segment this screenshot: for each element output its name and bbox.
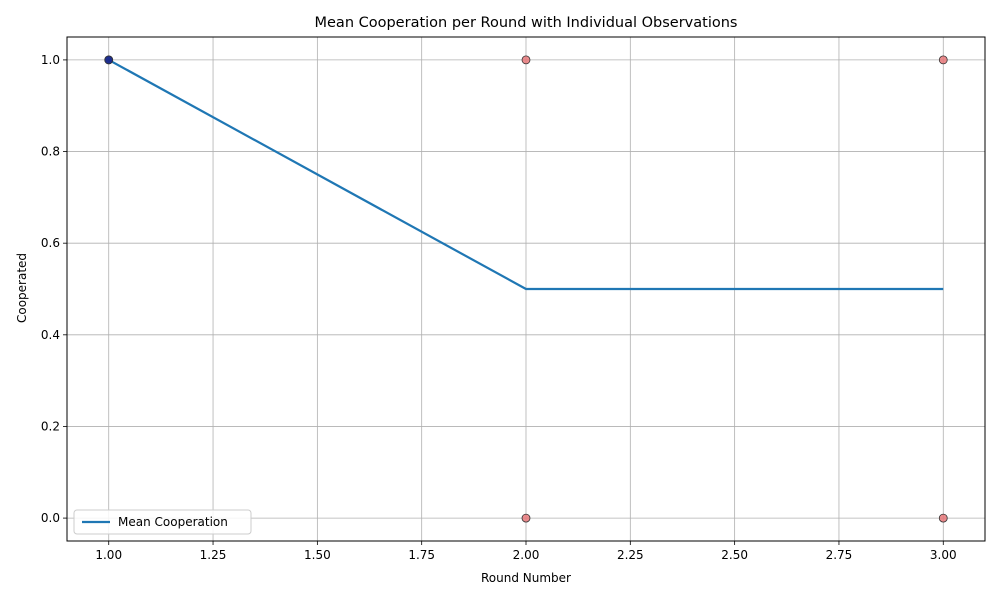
observation-point <box>938 55 948 65</box>
x-tick-label: 2.25 <box>617 548 644 562</box>
y-axis-ticks: 0.0 0.2 0.4 0.6 0.8 1.0 <box>41 53 67 525</box>
y-tick-label: 0.8 <box>41 145 60 159</box>
x-tick-label: 3.00 <box>930 548 957 562</box>
y-tick-label: 0.0 <box>41 511 60 525</box>
x-tick-label: 2.50 <box>721 548 748 562</box>
observation-point <box>104 55 114 65</box>
x-tick-label: 2.75 <box>826 548 853 562</box>
series-lines <box>108 58 944 291</box>
series-line-mean-cooperation <box>108 58 944 291</box>
chart-title: Mean Cooperation per Round with Individu… <box>315 15 738 31</box>
legend: Mean Cooperation <box>73 509 252 535</box>
y-tick-label: 0.6 <box>41 236 60 250</box>
y-tick-label: 0.2 <box>41 419 60 433</box>
x-tick-label: 2.00 <box>513 548 540 562</box>
x-tick-label: 1.25 <box>200 548 227 562</box>
observation-point <box>521 55 531 65</box>
x-tick-label: 1.00 <box>95 548 122 562</box>
legend-box <box>73 509 252 535</box>
y-tick-label: 0.4 <box>41 328 60 342</box>
legend-label-mean-cooperation: Mean Cooperation <box>118 515 228 529</box>
observation-point <box>938 513 948 523</box>
y-axis-label: Cooperated <box>15 253 29 323</box>
x-tick-label: 1.50 <box>304 548 331 562</box>
x-axis-label: Round Number <box>481 571 571 585</box>
y-tick-label: 1.0 <box>41 53 60 67</box>
observation-points <box>104 55 948 523</box>
x-axis-ticks: 1.00 1.25 1.50 1.75 2.00 2.25 2.50 2.75 3.00 <box>95 541 957 562</box>
x-tick-label: 1.75 <box>408 548 435 562</box>
observation-point <box>521 513 531 523</box>
